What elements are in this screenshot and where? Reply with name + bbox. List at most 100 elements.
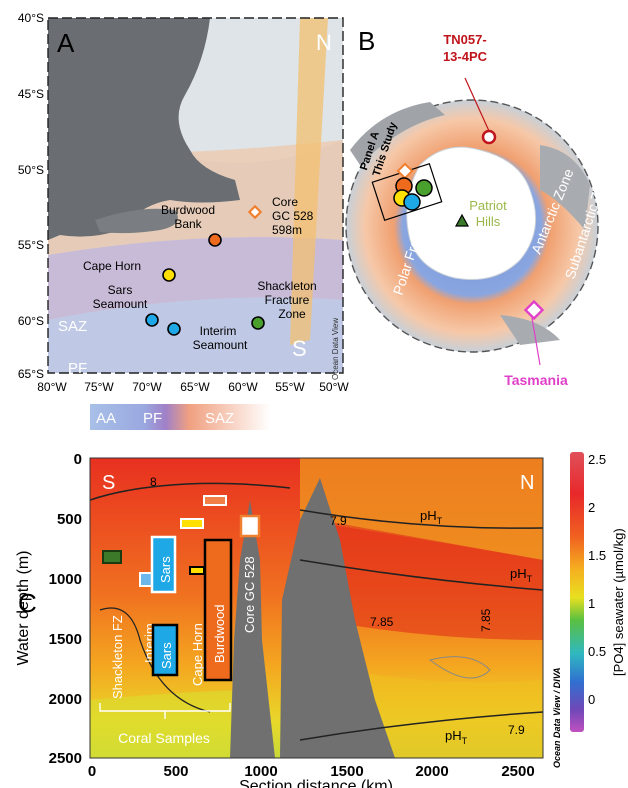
colorbar-tick: 1.5	[588, 548, 606, 563]
core-marker-tn057	[481, 129, 497, 145]
map-a-north-label: N	[316, 30, 332, 55]
patriot-hills-marker	[454, 213, 470, 227]
ph-label-lower: pHT	[445, 728, 468, 746]
australia-landmass	[500, 315, 560, 345]
patagonia-landmass	[48, 18, 240, 240]
contour-label-79a: 7.9	[330, 514, 347, 528]
site-label-sars: Sars Seamount	[93, 283, 148, 311]
distance-tick: 500	[163, 763, 188, 780]
tasmania-marker	[523, 299, 545, 321]
section-mid-north	[320, 520, 543, 640]
lon-tick: 70°W	[132, 380, 162, 394]
lon-tick: 80°W	[37, 380, 67, 394]
lon-tick: 65°W	[180, 380, 210, 394]
site-dot-sars-b	[403, 193, 421, 211]
panel-a-label: A	[57, 28, 75, 58]
section-south-label: S	[102, 472, 115, 494]
colorbar-tick: 2.5	[588, 452, 606, 467]
contour-8	[90, 482, 291, 501]
lat-tick: 60°S	[18, 314, 44, 328]
site-label-burdwood: Burdwood Bank	[161, 203, 215, 231]
section-y-ticks: 0 500 1000 1500 2000 2500	[49, 451, 82, 767]
section-y-axis-label: Water depth (m)	[15, 551, 32, 666]
section-deep-south	[90, 690, 260, 758]
sample-label-burdwood: Burdwood	[212, 604, 227, 663]
tierra-del-fuego	[95, 208, 178, 234]
contour-785-left	[428, 656, 491, 679]
site-label-cape-horn: Cape Horn	[83, 259, 141, 273]
contour-label-79b: 7.9	[508, 723, 525, 737]
distance-tick: 2000	[415, 763, 448, 780]
map-b: B TN057-13-4PC Panel AThis Study Patriot…	[345, 26, 612, 388]
tasmania-label: Tasmania	[504, 372, 568, 388]
distance-tick: 1500	[330, 763, 363, 780]
ph-label-mid: pHT	[510, 566, 533, 584]
lon-tick: 55°W	[275, 380, 305, 394]
section-frame	[89, 457, 544, 759]
site-marker-interim	[167, 322, 181, 336]
lon-tick: 75°W	[84, 380, 114, 394]
contour-79-lower	[299, 711, 543, 741]
colorbar-tick: 2	[588, 500, 595, 515]
lat-tick: 40°S	[18, 11, 44, 25]
map-a-lat-ticks: 40°S 45°S 50°S 55°S 60°S 65°S	[18, 11, 44, 381]
distance-tick: 1000	[244, 763, 277, 780]
panel-c-label: C	[18, 588, 37, 618]
map-a-south-label: S	[292, 336, 307, 361]
lon-tick: 60°W	[228, 380, 258, 394]
depth-tick: 0	[74, 451, 82, 468]
contour-label-8: 8	[150, 475, 157, 489]
zone-pf-label: PF	[68, 360, 87, 377]
lat-tick: 45°S	[18, 87, 44, 101]
sample-label-core: Core GC 528	[242, 556, 257, 633]
south-america-landmass	[350, 102, 445, 165]
contour-79-upper	[299, 559, 543, 591]
coral-samples-label: Coral Samples	[118, 730, 210, 746]
zone-bar	[90, 404, 270, 430]
depth-tick: 2500	[49, 750, 82, 767]
sample-box-cape-horn-mid	[189, 566, 205, 575]
section-x-axis-label: Section distance (km)	[239, 778, 393, 788]
contour-south-loop	[99, 607, 211, 713]
contour-label-785a: 7.85	[370, 615, 394, 629]
distance-tick: 0	[88, 763, 96, 780]
section-credit: Ocean Data View / DIVA	[552, 667, 562, 768]
depth-tick: 2000	[49, 691, 82, 708]
contour-label-785b: 7.85	[479, 608, 493, 632]
antarctica	[406, 146, 537, 281]
patriot-hills-label: Patriot Hills	[469, 198, 507, 229]
distance-tick: 2500	[501, 763, 534, 780]
core-label-tn057: TN057-13-4PC	[443, 32, 488, 64]
site-dot-shackleton-b	[415, 179, 433, 197]
map-a-lon-ticks: 80°W 75°W 70°W 65°W 60°W 55°W 50°W	[37, 380, 349, 394]
sample-box-burdwood	[203, 538, 233, 682]
section-x-ticks: 0 500 1000 1500 2000 2500	[88, 763, 535, 780]
sample-box-cape-horn-top	[180, 518, 204, 529]
map-a-pf-band	[48, 237, 343, 320]
map-a-credit: Ocean Data View	[331, 318, 340, 380]
map-a-aa-band	[48, 297, 343, 373]
sample-label-sars-top: Sars	[158, 556, 173, 583]
core-leader-line	[464, 77, 490, 132]
zone-aa-label: AA	[113, 376, 133, 393]
ridge-left	[230, 500, 275, 758]
lat-tick: 50°S	[18, 163, 44, 177]
site-marker-shackleton	[251, 316, 265, 330]
map-a-frame	[47, 17, 344, 374]
sample-box-sars-bottom	[151, 623, 179, 677]
depth-tick: 500	[57, 511, 82, 528]
site-marker-burdwood	[208, 233, 222, 247]
zone-bar-aa: AA	[96, 410, 116, 427]
lat-tick: 55°S	[18, 238, 44, 252]
sample-label-cape-horn: Cape Horn	[190, 623, 205, 686]
sample-box-burdwood-top	[203, 495, 227, 506]
zone-bar-pf: PF	[143, 410, 162, 427]
colorbar-tick: 0	[588, 692, 595, 707]
lat-tick: 65°S	[18, 367, 44, 381]
core-label-a: Core GC 528 598m	[272, 195, 314, 237]
colorbar-ticks: 2.5 2 1.5 1 0.5 0	[588, 452, 606, 707]
tasmania-leader-line	[531, 317, 541, 366]
depth-tick: 1500	[49, 631, 82, 648]
